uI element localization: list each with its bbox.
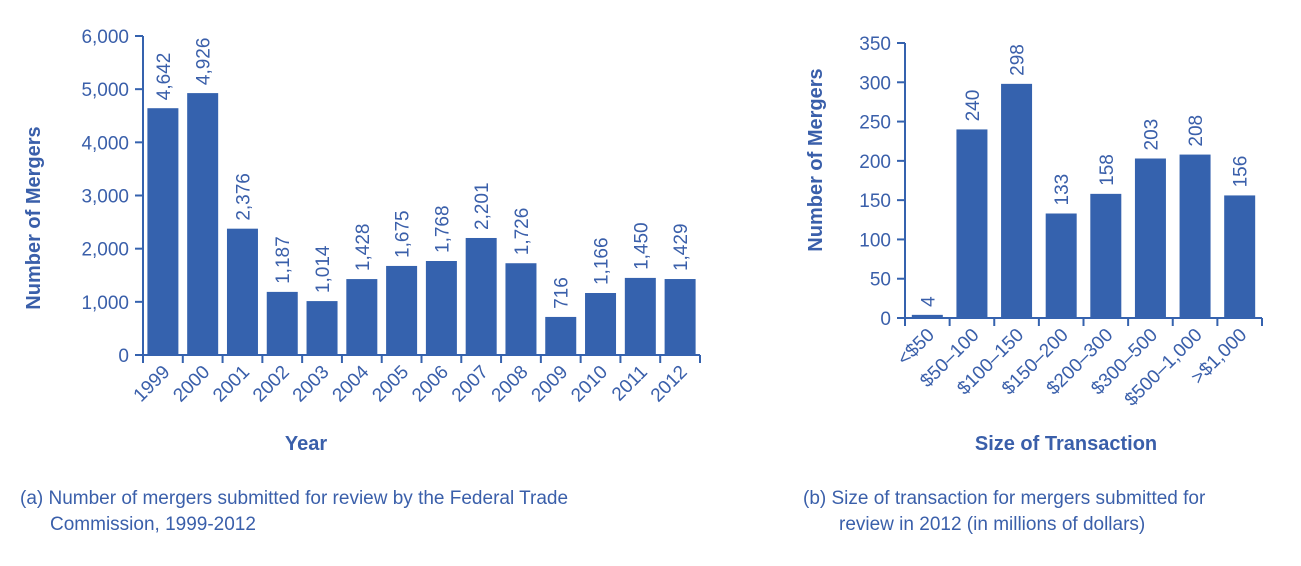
chartb-data-label: 208 [1186, 115, 1207, 147]
charta-x-tick-label: 2004 [329, 361, 374, 406]
chartb-data-label: 158 [1097, 154, 1118, 186]
chartb-bar [1001, 83, 1033, 318]
charta-y-tick-label: 1,000 [81, 293, 129, 314]
chartb-data-label: 156 [1231, 156, 1252, 188]
charta-x-tick-label: 2011 [608, 362, 652, 406]
charta-x-tick-label: 2010 [567, 362, 612, 407]
charta-bar [664, 279, 696, 355]
charta-bar [346, 279, 378, 355]
charta-data-label: 1,187 [273, 236, 294, 284]
chartb-bar [956, 129, 988, 318]
charta-y-tick-label: 2,000 [81, 240, 129, 261]
chartb-data-label: 4 [918, 296, 939, 307]
charta-y-axis-title: Number of Mergers [23, 126, 45, 309]
charta-data-label: 1,675 [393, 210, 414, 258]
charta-x-tick-label: 2001 [209, 362, 254, 407]
chartb-y-tick-label: 350 [859, 34, 891, 55]
chartb-bar [911, 314, 943, 318]
charta-x-tick-label: 2009 [528, 362, 573, 407]
charta-data-label: 4,642 [154, 53, 175, 101]
chartb-y-tick-label: 150 [859, 191, 891, 212]
chartb-bar [1090, 193, 1122, 318]
charta-x-tick-label: 2005 [368, 362, 413, 407]
charta-x-tick-label: 2003 [289, 362, 334, 407]
charta-data-label: 716 [552, 277, 573, 309]
charta-data-label: 1,014 [313, 245, 334, 293]
charta-bar [545, 316, 577, 355]
charta-data-label: 2,376 [233, 173, 254, 221]
chartb-y-tick-label: 100 [859, 230, 891, 251]
chartb-y-tick-label: 0 [880, 309, 891, 330]
charta-bar [386, 265, 418, 355]
chartb-y-axis-title: Number of Mergers [805, 68, 827, 251]
chartb-y-tick-label: 200 [859, 152, 891, 173]
charta-y-tick-label: 0 [118, 346, 129, 367]
chartb-bar [1179, 154, 1211, 318]
chartb-x-axis-title: Size of Transaction [975, 433, 1157, 455]
charta-y-tick-label: 5,000 [81, 80, 129, 101]
chartb-bar [1224, 195, 1256, 318]
charta-y-tick-label: 4,000 [81, 133, 129, 154]
charta-data-label: 4,926 [194, 38, 215, 86]
charta-bar [505, 263, 537, 355]
charta-data-label: 1,726 [512, 208, 533, 256]
caption-a-line1: (a) Number of mergers submitted for revi… [20, 488, 569, 509]
caption-b-line2: review in 2012 (in millions of dollars) [839, 514, 1146, 535]
charta-y-tick-label: 3,000 [81, 187, 129, 208]
charta-x-tick-label: 2002 [249, 362, 294, 407]
charta-x-axis-title: Year [285, 433, 327, 455]
caption-b: (b) Size of transaction for mergers subm… [803, 486, 1205, 538]
chartb-data-label: 298 [1008, 44, 1029, 76]
charta-bar [425, 261, 457, 355]
charta-x-tick-label: 2012 [647, 362, 692, 407]
chartb-y-tick-label: 50 [870, 270, 891, 291]
charta-x-tick-label: 2000 [169, 362, 214, 407]
charta-data-label: 1,166 [592, 237, 613, 285]
chartb-y-tick-label: 250 [859, 113, 891, 134]
charta-data-label: 1,428 [353, 224, 374, 272]
charta-data-label: 1,768 [432, 205, 453, 253]
charta-bar [187, 93, 219, 355]
charta-y-tick-label: 6,000 [81, 27, 129, 48]
chartb-data-label: 133 [1052, 174, 1073, 206]
chartb-data-label: 240 [963, 90, 984, 122]
charta-x-tick-label: 2007 [448, 362, 493, 407]
charta-bar [306, 301, 338, 355]
charta-bar [465, 237, 497, 355]
chartb-y-tick-label: 300 [859, 73, 891, 94]
chartb-bar [1045, 213, 1077, 318]
chartb-data-label: 203 [1141, 119, 1162, 151]
charta-data-label: 2,201 [472, 182, 493, 230]
caption-b-line1: (b) Size of transaction for mergers subm… [803, 488, 1206, 509]
charta-x-tick-label: 2006 [408, 362, 453, 407]
charta-bar [147, 108, 179, 355]
charta-data-label: 1,450 [631, 222, 652, 270]
charta-bar [226, 228, 258, 355]
chartb-bar [1134, 158, 1166, 318]
charta-data-label: 1,429 [671, 223, 692, 271]
charta-bar [624, 277, 656, 355]
caption-a: (a) Number of mergers submitted for revi… [20, 486, 568, 538]
charta-bar [266, 291, 298, 355]
caption-a-line2: Commission, 1999-2012 [50, 514, 256, 535]
charta-bar [585, 293, 617, 355]
charta-x-tick-label: 2008 [488, 362, 533, 407]
charta-x-tick-label: 1999 [130, 362, 175, 407]
